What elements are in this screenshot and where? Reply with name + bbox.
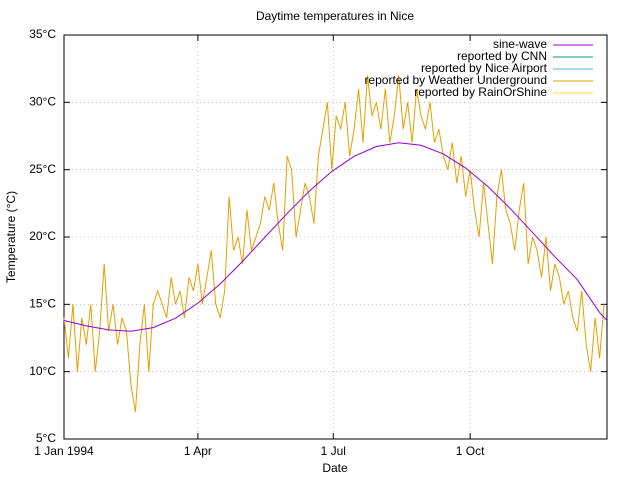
x-tick-label: 1 Apr: [184, 444, 212, 458]
plot-frame: [63, 34, 608, 440]
y-tick-label: 10°C: [29, 364, 56, 378]
y-tick-label: 15°C: [29, 297, 56, 311]
legend-label: reported by RainOrShine: [414, 85, 547, 99]
legend-label: reported by CNN: [457, 49, 547, 63]
x-axis-label: Date: [322, 461, 348, 475]
y-tick-label: 25°C: [29, 162, 56, 176]
x-tick-label: 1 Jan 1994: [34, 444, 94, 458]
chart-title: Daytime temperatures in Nice: [256, 9, 414, 23]
legend-label: reported by Nice Airport: [421, 61, 548, 75]
y-tick-label: 5°C: [36, 431, 56, 445]
x-tick-label: 1 Jul: [321, 444, 346, 458]
legend-label: reported by Weather Underground: [364, 73, 547, 87]
y-axis-label: Temperature (°C): [4, 191, 18, 283]
y-tick-label: 20°C: [29, 229, 56, 243]
y-tick-label: 30°C: [29, 95, 56, 109]
x-tick-label: 1 Oct: [456, 444, 485, 458]
y-tick-label: 35°C: [29, 27, 56, 41]
data-line: [63, 142, 608, 332]
data-line: [63, 75, 605, 413]
legend-label: sine-wave: [493, 37, 547, 51]
